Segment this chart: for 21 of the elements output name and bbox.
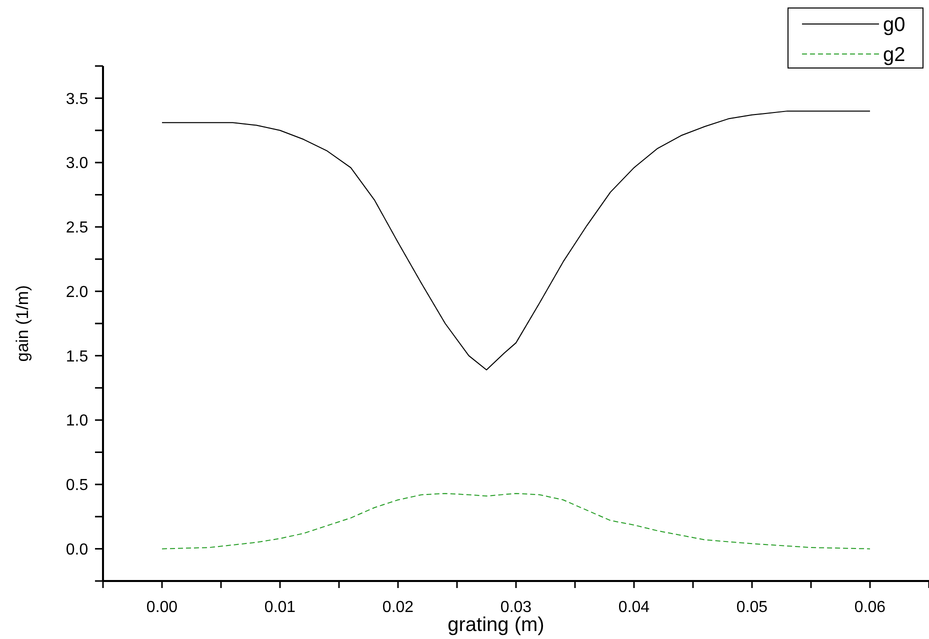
- x-tick-label: 0.03: [500, 599, 532, 616]
- y-tick-label: 0.5: [66, 477, 88, 494]
- y-tick-label: 1.0: [66, 412, 88, 430]
- x-tick-label: 0.04: [618, 599, 650, 616]
- y-tick-label: 3.5: [66, 90, 88, 108]
- x-tick-label: 0.05: [736, 599, 768, 616]
- y-axis-title: gain (1/m): [13, 285, 32, 362]
- y-tick-label: 0.0: [66, 541, 88, 558]
- y-tick-label: 2.0: [66, 284, 88, 301]
- x-axis-title: grating (m): [448, 614, 544, 636]
- line-series: [162, 110, 870, 370]
- text: 0.00: [146, 599, 178, 616]
- x-tick-label: 0.01: [264, 599, 296, 616]
- x-tick-label: 0.06: [854, 599, 886, 616]
- x-tick-label: 0.02: [382, 599, 414, 616]
- y-tick-label: 3.0: [66, 155, 88, 172]
- y-tick-label: 2.5: [66, 220, 88, 237]
- line-series: [162, 492, 870, 550]
- legend-label: g0: [883, 14, 906, 36]
- legend-label: g2: [883, 44, 906, 66]
- y-tick-label: 1.5: [66, 348, 88, 366]
